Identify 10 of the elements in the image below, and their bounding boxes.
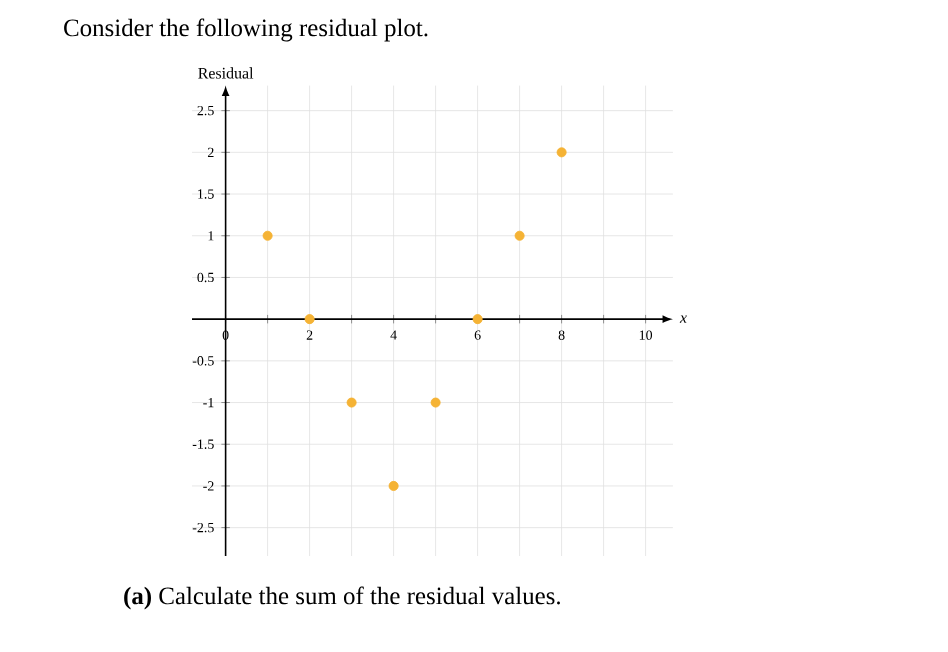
point [262, 230, 273, 241]
point [472, 314, 483, 325]
point [388, 480, 399, 491]
point [346, 397, 357, 408]
chart-title: Consider the following residual plot. [64, 18, 428, 42]
point [304, 314, 315, 325]
point [556, 147, 567, 158]
text: (a) Calculate the sum of the residual values. [124, 586, 560, 610]
point [430, 397, 441, 408]
point [514, 230, 525, 241]
